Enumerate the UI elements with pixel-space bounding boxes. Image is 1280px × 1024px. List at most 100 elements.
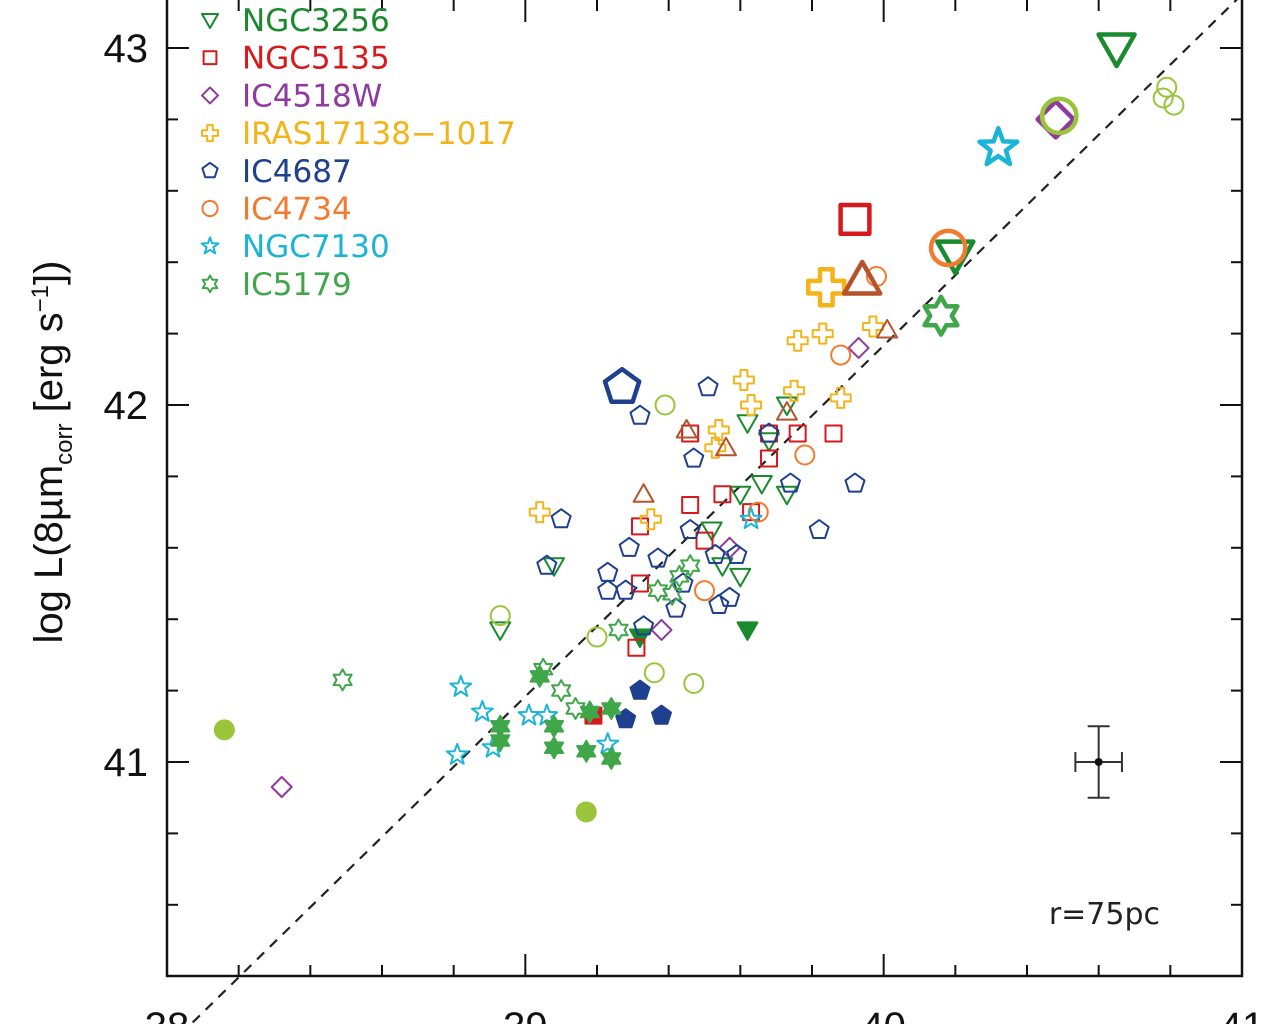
data-point	[808, 519, 830, 539]
data-point	[750, 475, 773, 495]
series-ic4687	[536, 366, 866, 729]
data-point	[470, 700, 494, 722]
data-point	[647, 547, 669, 568]
data-point	[575, 801, 597, 823]
data-points	[213, 32, 1185, 823]
legend-label: NGC3256	[242, 3, 390, 39]
legend-label: IRAS17138−1017	[242, 116, 516, 152]
legend-label: NGC5135	[242, 41, 390, 77]
data-point	[449, 675, 473, 697]
legend-label: IC4518W	[242, 78, 382, 114]
data-point	[551, 679, 572, 703]
y-axis-label: log L(8µmcorr [erg s−1])	[27, 261, 78, 644]
data-point	[675, 419, 698, 439]
data-point	[760, 449, 778, 468]
data-point	[683, 447, 705, 468]
data-point	[529, 664, 550, 688]
data-point	[739, 507, 763, 530]
data-point	[830, 344, 852, 366]
series-ic4518w	[270, 99, 1076, 798]
data-point	[489, 621, 512, 641]
data-point	[528, 501, 551, 524]
data-point	[729, 567, 752, 588]
series-unlabeled-triangle-up	[632, 259, 899, 503]
data-point	[838, 202, 872, 237]
data-point	[665, 597, 687, 618]
data-point	[811, 322, 834, 345]
data-point	[332, 668, 353, 692]
axes: 38 39 40 41 41 42 43	[104, 0, 1264, 1024]
data-point	[861, 315, 884, 338]
data-point	[700, 521, 723, 541]
legend-label: IC5179	[242, 267, 352, 303]
data-point	[876, 319, 899, 339]
radius-annotation: r=75pc	[1049, 897, 1160, 932]
legend-marker	[202, 50, 218, 66]
data-point	[806, 266, 847, 308]
data-point	[726, 543, 748, 564]
data-point	[729, 485, 752, 506]
data-point	[1096, 32, 1137, 69]
legend-marker	[201, 124, 219, 143]
data-point	[841, 259, 883, 296]
legend-marker	[201, 274, 219, 294]
data-point	[633, 615, 655, 636]
data-point	[719, 586, 741, 607]
data-point	[718, 536, 741, 559]
data-point	[565, 697, 586, 720]
series-unlabeled-circle	[213, 76, 1185, 823]
data-point	[844, 472, 866, 493]
data-point	[536, 554, 558, 575]
data-point	[576, 739, 597, 763]
data-point	[543, 557, 565, 577]
error-bar-center	[1094, 758, 1103, 766]
data-point	[654, 394, 676, 416]
y-tick-label: 43	[104, 27, 149, 71]
x-tick-label: 40	[861, 1005, 906, 1024]
legend-marker	[200, 236, 220, 255]
data-point	[708, 593, 730, 614]
legend-label: IC4734	[242, 192, 352, 228]
data-point	[490, 729, 511, 753]
data-point	[824, 424, 843, 443]
data-point	[629, 679, 651, 700]
data-point	[632, 483, 655, 503]
legend-label: NGC7130	[242, 229, 390, 265]
data-point	[596, 732, 620, 754]
data-point	[758, 422, 780, 443]
data-point	[742, 503, 761, 522]
data-point	[597, 579, 619, 600]
data-point	[639, 508, 662, 531]
data-point	[543, 736, 565, 760]
data-point	[829, 386, 852, 409]
data-point	[707, 419, 730, 441]
data-point	[680, 554, 701, 578]
data-point	[489, 605, 511, 627]
data-point	[775, 485, 798, 506]
y-tick-label: 42	[104, 384, 149, 428]
data-point	[608, 618, 629, 642]
data-point	[550, 508, 572, 529]
data-point	[615, 579, 637, 600]
data-point	[631, 574, 649, 593]
data-point	[736, 621, 759, 641]
data-point	[579, 700, 600, 724]
data-point	[786, 329, 809, 352]
legend-marker	[201, 13, 219, 29]
data-point	[1152, 87, 1174, 109]
data-point	[780, 472, 801, 493]
series-iras17138-1017	[528, 266, 884, 531]
series-ic5179	[332, 294, 960, 770]
data-point	[601, 697, 622, 720]
data-point	[775, 401, 798, 421]
legend: NGC3256NGC5135IC4518WIRAS17138−1017IC468…	[200, 3, 516, 303]
legend-marker	[201, 161, 219, 179]
data-point	[704, 543, 726, 564]
data-point	[601, 746, 622, 770]
series-ngc5135	[584, 202, 872, 725]
x-tick-label: 39	[503, 1005, 548, 1024]
data-point	[602, 366, 642, 404]
data-point	[704, 436, 727, 459]
data-point	[643, 662, 665, 684]
legend-marker	[201, 199, 219, 218]
